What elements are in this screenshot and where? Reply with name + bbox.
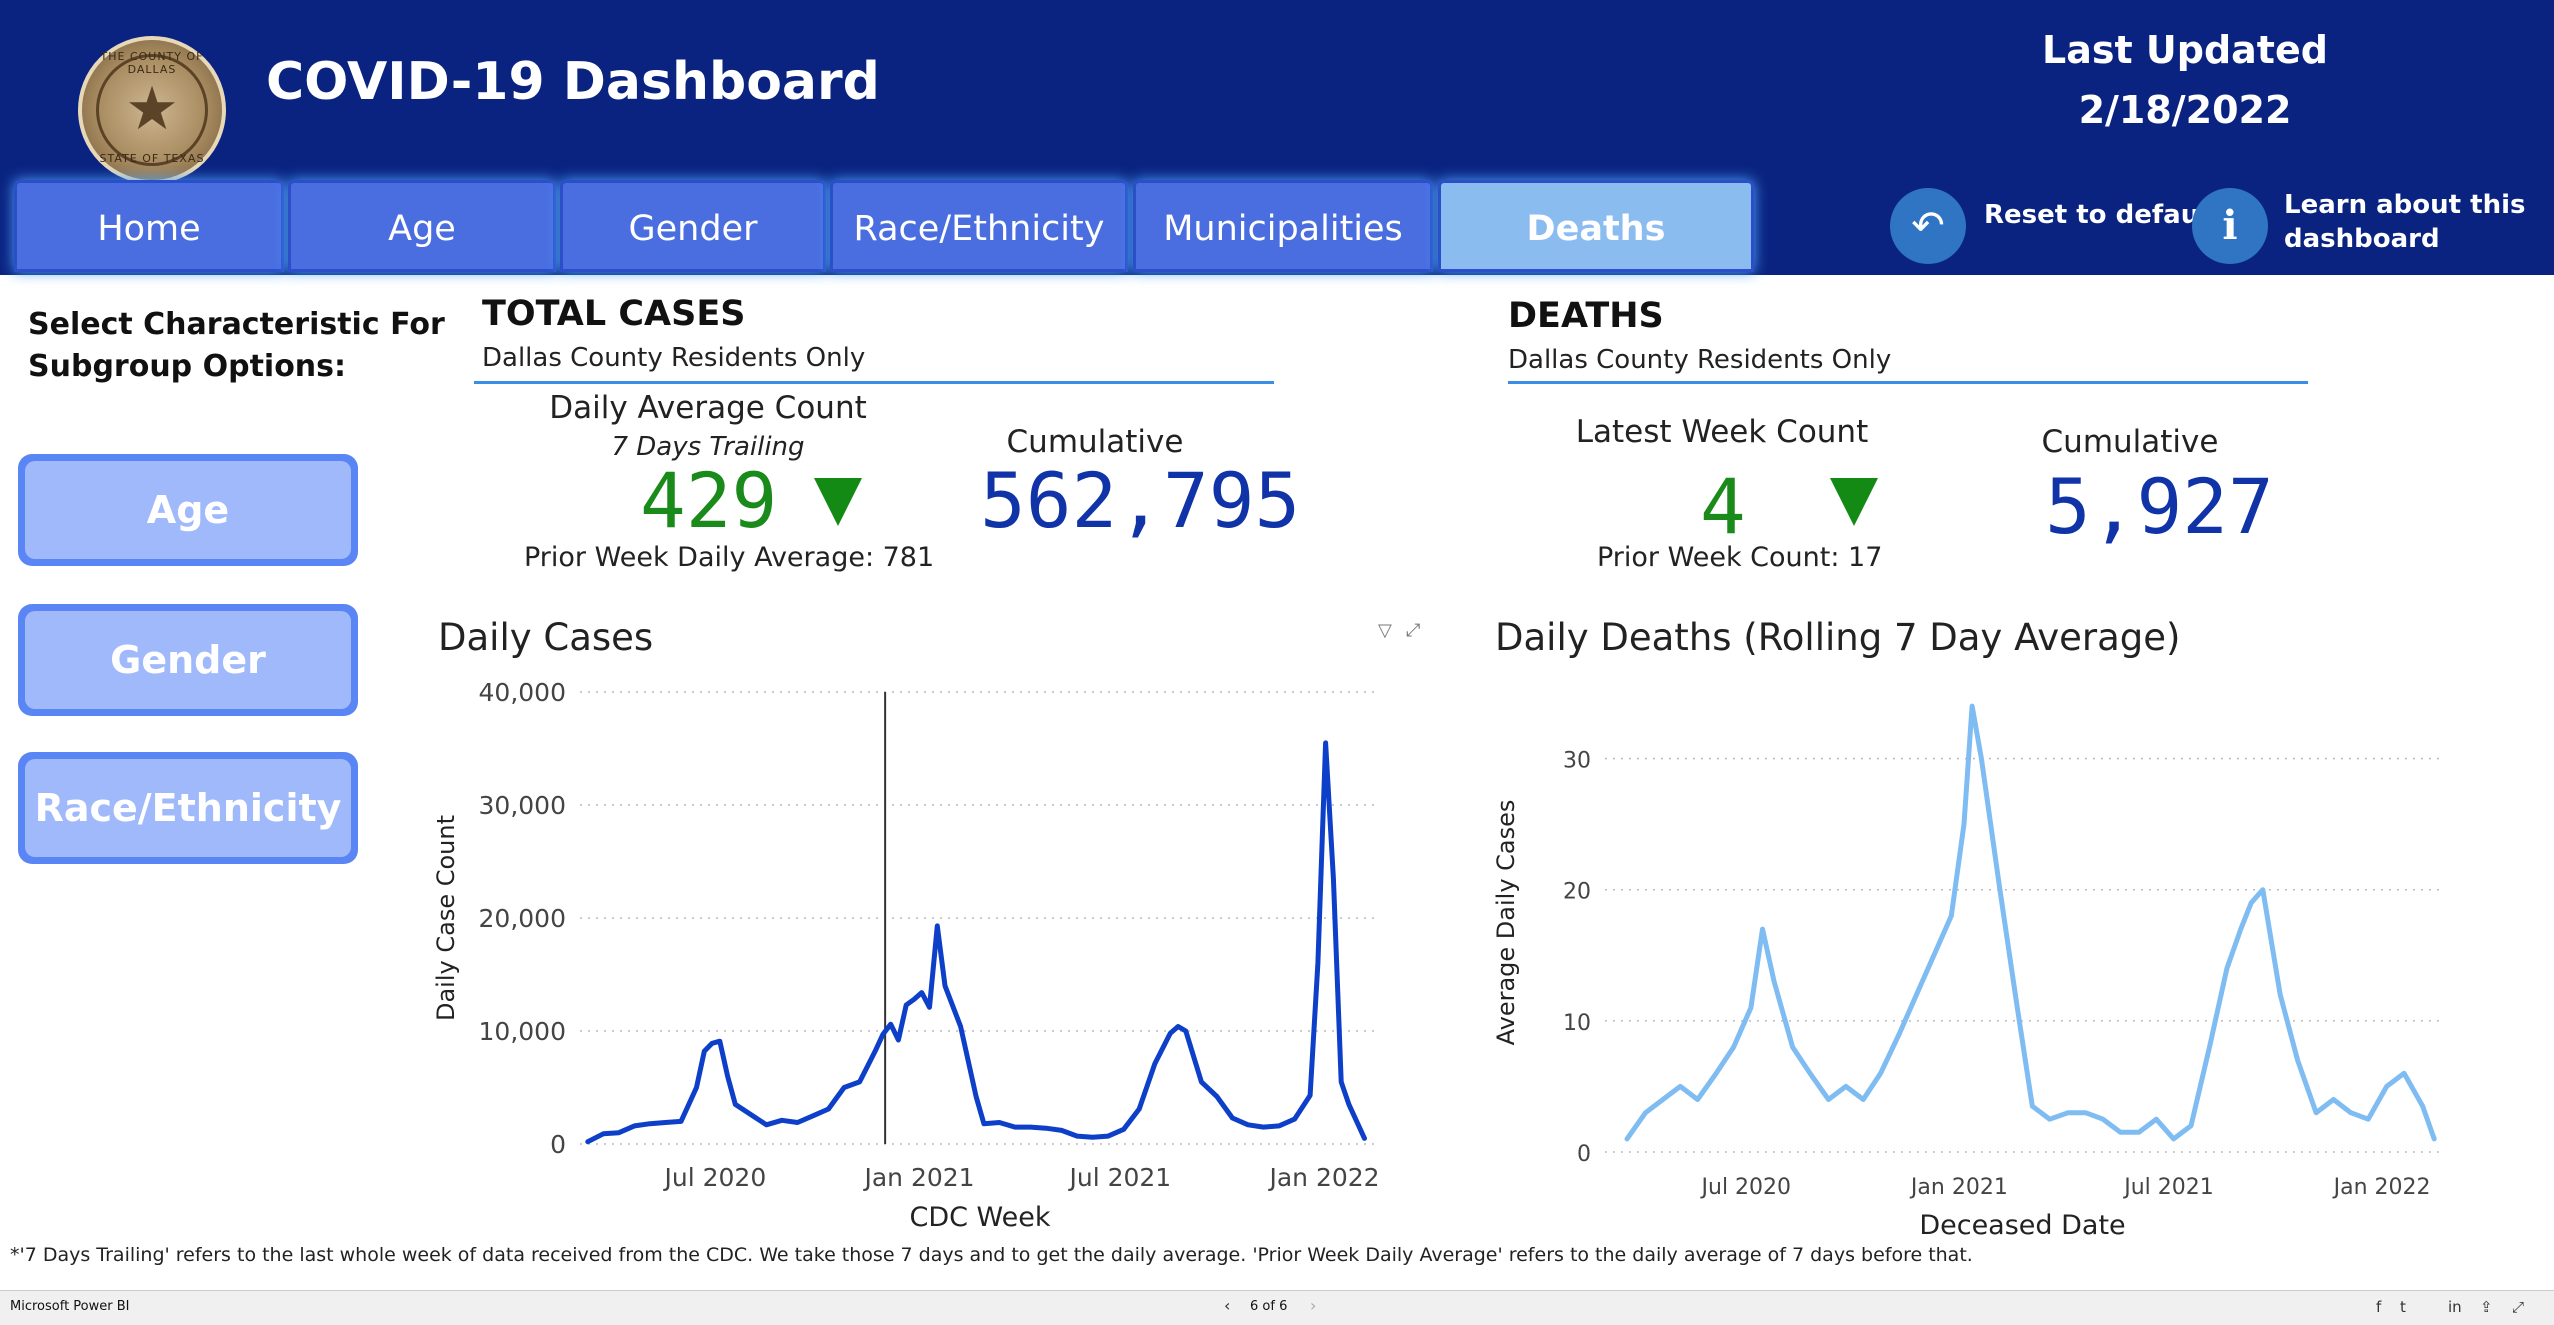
daily-average-count-label: Daily Average Count xyxy=(549,390,867,426)
deaths-cumulative-label: Cumulative xyxy=(2041,424,2219,460)
x-tick-label: Jul 2020 xyxy=(1700,1175,1792,1200)
fullscreen-icon[interactable]: ⤢ xyxy=(2512,1298,2525,1316)
subgroup-gender-label: Gender xyxy=(25,611,351,709)
linkedin-icon[interactable]: in xyxy=(2448,1298,2462,1316)
star-icon: ★ xyxy=(125,74,179,144)
last-updated-label: Last Updated xyxy=(2042,28,2328,72)
daily-average-count-value: 429 xyxy=(640,456,778,545)
x-tick-label: Jan 2021 xyxy=(1909,1175,2008,1200)
daily-cases-chart: 0 10,000 20,000 30,000 40,000 Jul 2020 Jan 202… xyxy=(432,678,1380,1233)
page-indicator: 6 of 6 xyxy=(1250,1299,1288,1314)
prior-week-count: Prior Week Count: 17 xyxy=(1597,542,1883,573)
total-cases-divider xyxy=(474,381,1274,384)
learn-label-line2: dashboard xyxy=(2284,224,2440,254)
last-updated: Last Updated 2/18/2022 xyxy=(1990,20,2380,140)
x-axis-label: CDC Week xyxy=(909,1202,1050,1233)
seal-ring xyxy=(96,54,208,166)
last-updated-date: 2/18/2022 xyxy=(2078,88,2292,132)
daily-deaths-chart-title: Daily Deaths (Rolling 7 Day Average) xyxy=(1495,616,2181,659)
cases-cumulative-value: 562,795 xyxy=(980,456,1301,545)
seal-text-bottom: STATE OF TEXAS xyxy=(99,152,205,165)
cases-cumulative-label: Cumulative xyxy=(1006,424,1184,460)
dashboard-title: COVID-19 Dashboard xyxy=(266,52,880,112)
subgroup-gender-button[interactable]: Gender xyxy=(18,604,358,716)
y-axis-label: Daily Case Count xyxy=(432,815,460,1021)
subgroup-heading-line2: Subgroup Options: xyxy=(28,349,347,384)
facebook-icon[interactable]: f xyxy=(2376,1298,2382,1316)
undo-arrow-icon[interactable]: ↶ xyxy=(1890,188,1966,264)
y-tick-label: 0 xyxy=(550,1130,566,1159)
twitter-icon[interactable]: t xyxy=(2400,1298,2406,1316)
deaths-subtitle: Dallas County Residents Only xyxy=(1508,345,1892,375)
seal-text-top: THE COUNTY OF DALLAS xyxy=(100,50,204,76)
x-tick-label: Jul 2021 xyxy=(1067,1163,1171,1192)
y-tick-label: 30,000 xyxy=(479,791,566,820)
subgroup-heading-line1: Select Characteristic For xyxy=(28,307,445,342)
reset-to-default-button[interactable]: Reset to default xyxy=(1984,200,2221,230)
info-icon[interactable]: i xyxy=(2192,188,2268,264)
daily-deaths-chart: 0 10 20 30 Jul 2020 Jan 2021 Jul 2021 Jan 2022 D… xyxy=(1492,703,2440,1240)
chevron-left-icon[interactable]: ‹ xyxy=(1224,1296,1231,1315)
subgroup-age-label: Age xyxy=(25,461,351,559)
latest-week-count-value: 4 xyxy=(1700,462,1746,551)
y-tick-label: 40,000 xyxy=(479,678,566,707)
tab-deaths[interactable]: Deaths xyxy=(1438,180,1754,272)
deaths-trend-down-icon xyxy=(1830,478,1878,526)
x-axis-label: Deceased Date xyxy=(1919,1210,2125,1240)
x-tick-label: Jan 2022 xyxy=(1267,1163,1379,1192)
y-tick-label: 10 xyxy=(1563,1011,1591,1036)
deaths-divider xyxy=(1508,381,2308,384)
x-tick-label: Jan 2021 xyxy=(862,1163,974,1192)
tab-gender[interactable]: Gender xyxy=(560,180,826,272)
chevron-right-icon[interactable]: › xyxy=(1310,1296,1317,1315)
subgroup-age-button[interactable]: Age xyxy=(18,454,358,566)
x-tick-label: Jul 2020 xyxy=(663,1163,767,1192)
filter-icon[interactable]: ▽ xyxy=(1378,620,1392,641)
series-line xyxy=(1624,703,2437,1142)
subgroup-race-ethnicity-label: Race/Ethnicity xyxy=(25,759,351,857)
y-tick-label: 20,000 xyxy=(479,904,566,933)
focus-mode-icon[interactable]: ⤢ xyxy=(1406,620,1421,641)
dallas-county-seal-logo: THE COUNTY OF DALLAS ★ STATE OF TEXAS xyxy=(78,36,226,184)
x-tick-label: Jan 2022 xyxy=(2332,1175,2431,1200)
tab-age[interactable]: Age xyxy=(288,180,556,272)
daily-cases-chart-title: Daily Cases xyxy=(438,616,654,659)
y-tick-label: 30 xyxy=(1563,749,1591,774)
deaths-cumulative-value: 5,927 xyxy=(2045,462,2274,551)
subgroup-race-ethnicity-button[interactable]: Race/Ethnicity xyxy=(18,752,358,864)
trend-down-icon xyxy=(814,478,862,526)
y-axis-label: Average Daily Cases xyxy=(1492,800,1520,1046)
learn-label-line1: Learn about this xyxy=(2284,190,2526,220)
total-cases-title: TOTAL CASES xyxy=(482,294,746,334)
tab-home[interactable]: Home xyxy=(14,180,284,272)
latest-week-count-label: Latest Week Count xyxy=(1575,414,1869,450)
learn-about-dashboard-button[interactable]: Learn about this dashboard xyxy=(2284,188,2525,256)
y-tick-label: 20 xyxy=(1563,880,1591,905)
status-bar xyxy=(0,1290,2554,1325)
total-cases-subtitle: Dallas County Residents Only xyxy=(482,343,866,373)
footnote: *'7 Days Trailing' refers to the last wh… xyxy=(10,1244,1973,1266)
tab-municipalities[interactable]: Municipalities xyxy=(1133,180,1433,272)
y-tick-label: 10,000 xyxy=(479,1017,566,1046)
seven-days-trailing-label: 7 Days Trailing xyxy=(611,432,805,462)
prior-week-daily-average: Prior Week Daily Average: 781 xyxy=(524,542,935,573)
y-tick-label: 0 xyxy=(1577,1142,1591,1167)
subgroup-heading: Select Characteristic For Subgroup Optio… xyxy=(28,304,445,388)
series-line xyxy=(585,740,1367,1145)
x-tick-label: Jul 2021 xyxy=(2122,1175,2214,1200)
share-icon[interactable]: ⇪ xyxy=(2480,1298,2493,1316)
tab-race-ethnicity[interactable]: Race/Ethnicity xyxy=(830,180,1128,272)
power-bi-label[interactable]: Microsoft Power BI xyxy=(10,1299,130,1314)
deaths-title: DEATHS xyxy=(1508,296,1664,336)
